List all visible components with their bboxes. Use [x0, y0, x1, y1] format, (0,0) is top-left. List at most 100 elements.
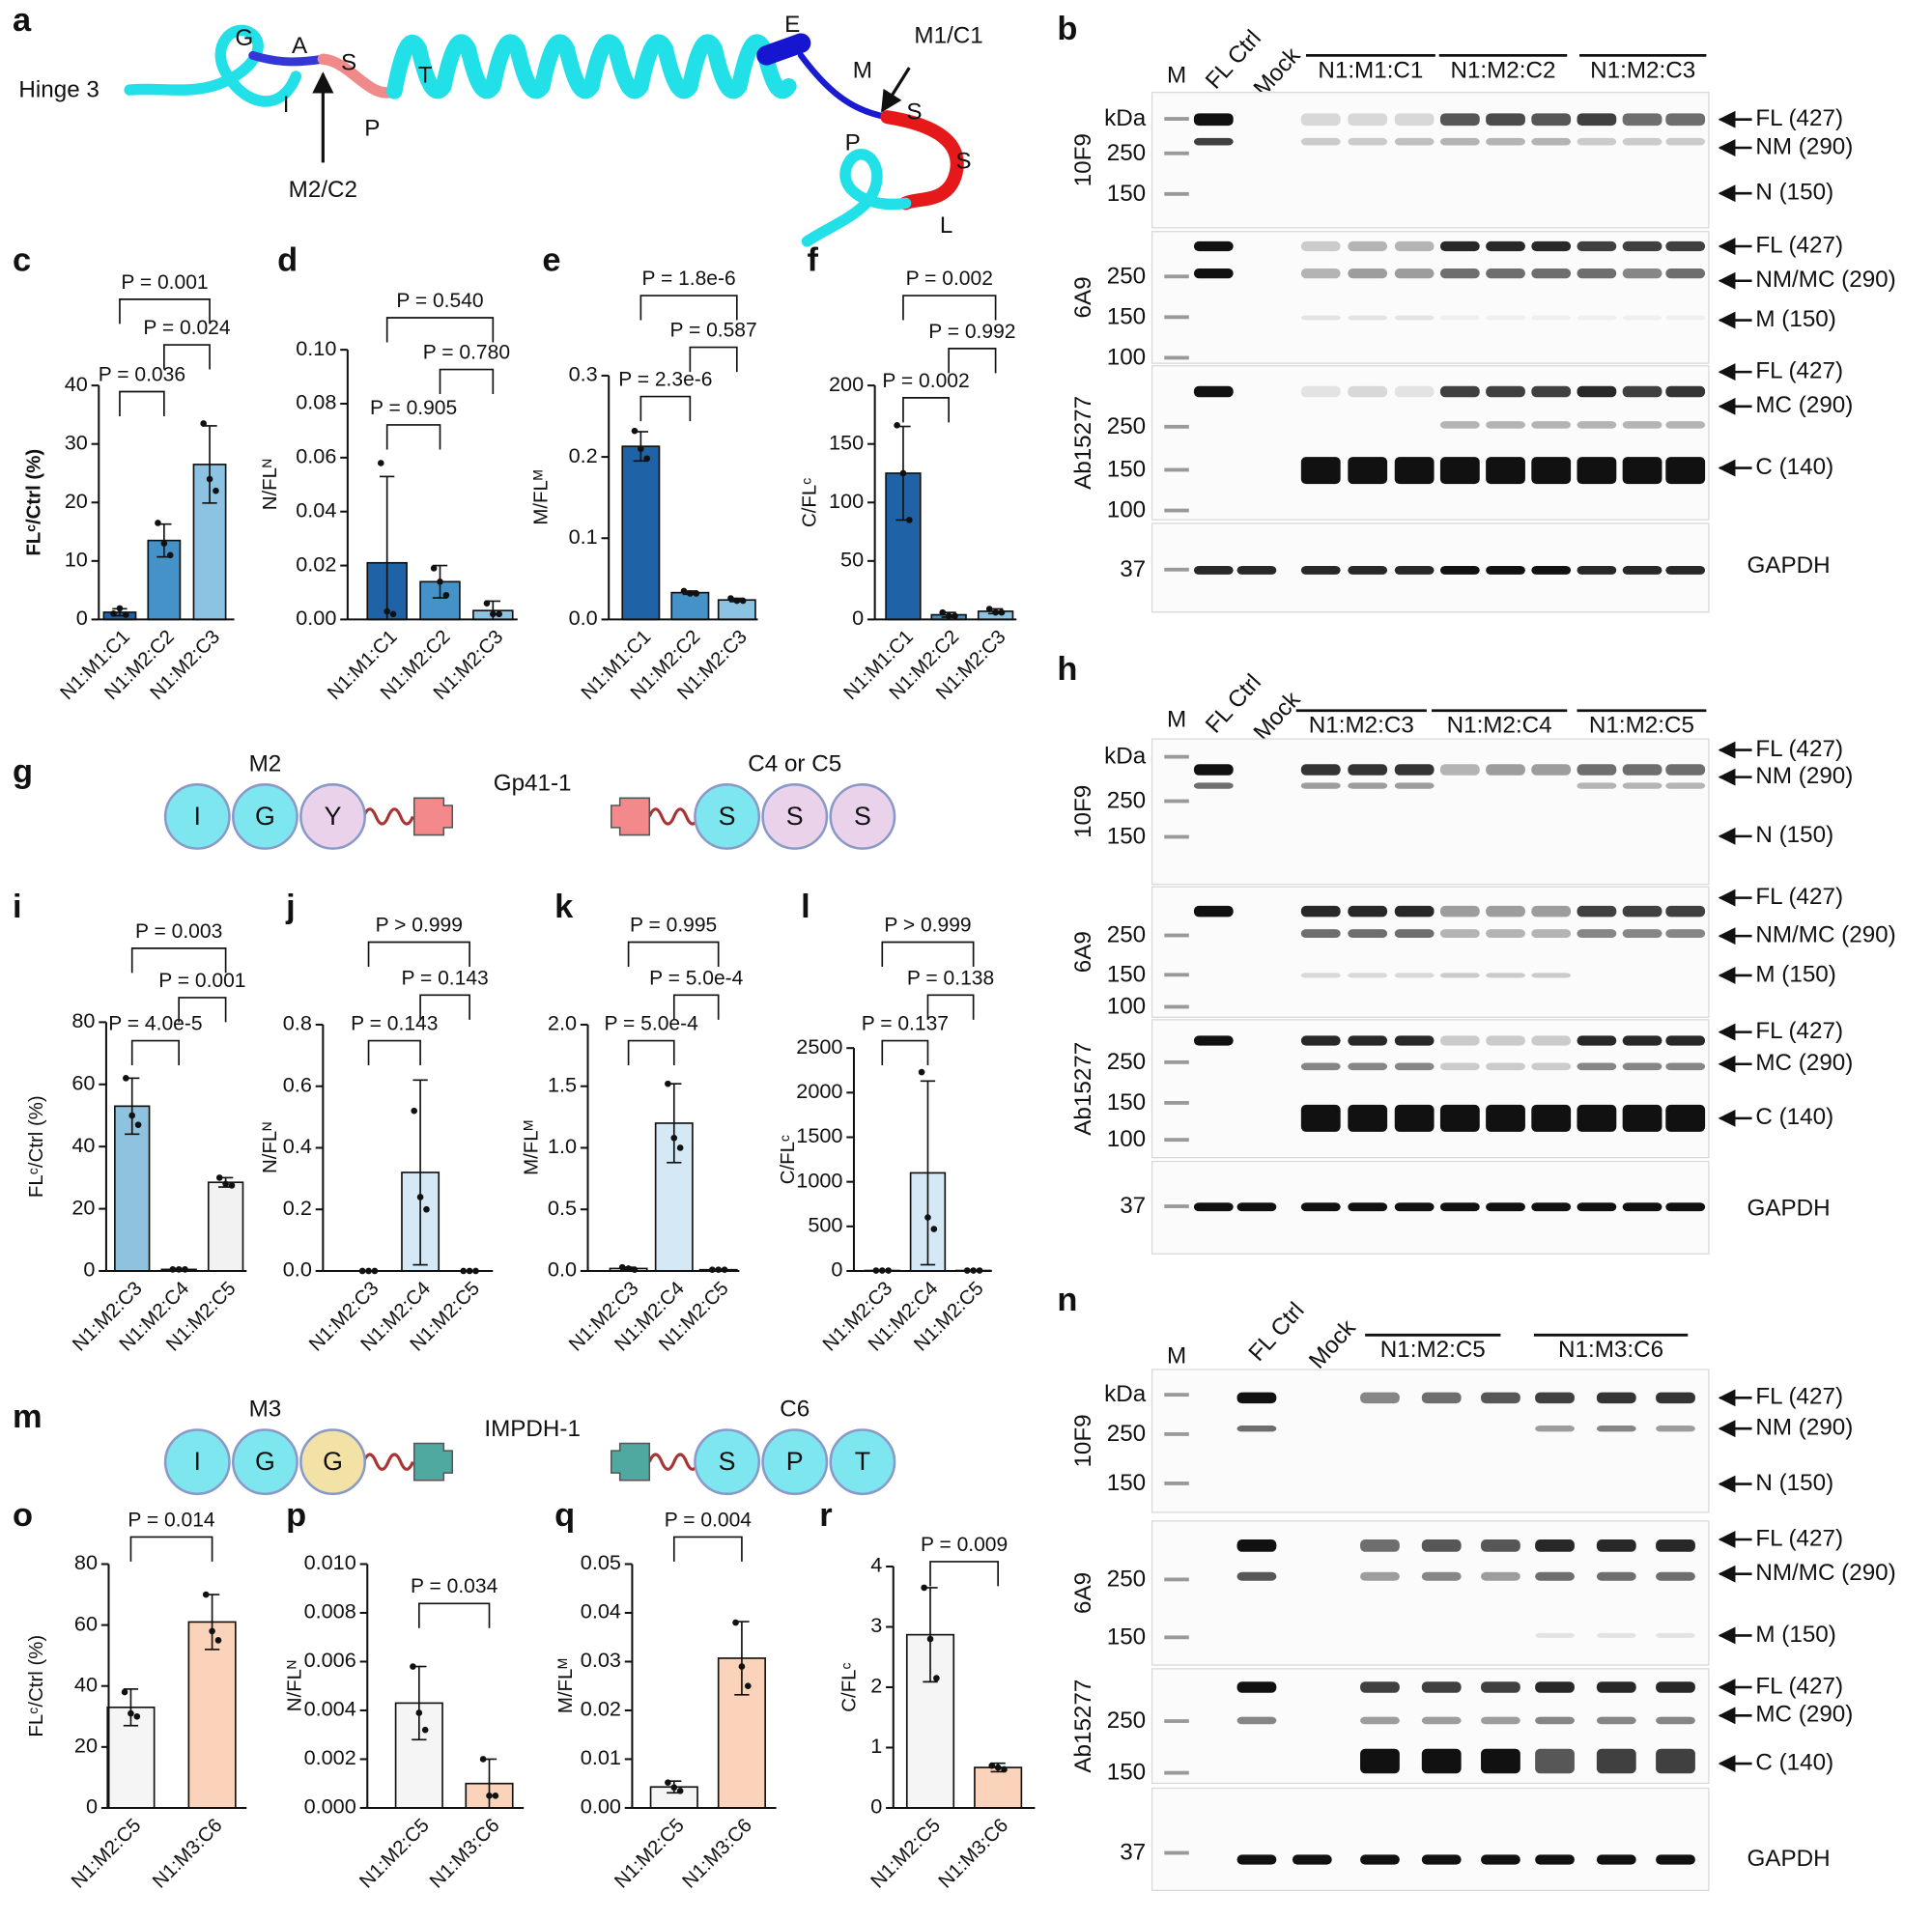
band [1577, 565, 1617, 575]
residue-letter: P [786, 1447, 804, 1476]
band [1360, 1571, 1400, 1581]
y-tick-label: 20 [65, 489, 88, 513]
data-point [490, 610, 497, 618]
band [1300, 385, 1341, 398]
y-tick-label: 0.000 [304, 1794, 356, 1819]
band-label: FL (427) [1755, 1384, 1843, 1410]
band [1486, 315, 1525, 321]
band [1394, 905, 1435, 918]
panel-label: d [277, 242, 298, 279]
y-axis-label: N/FLᴺ [260, 1122, 281, 1173]
y-axis-label: FLᶜ/Ctrl (%) [26, 1635, 47, 1737]
band [1439, 1062, 1480, 1071]
panel-label: p [286, 1497, 306, 1534]
band [1486, 240, 1525, 252]
data-point [618, 1263, 626, 1271]
data-point [209, 1627, 215, 1635]
band-label: NM/MC (290) [1755, 1560, 1895, 1586]
data-point [638, 445, 644, 452]
band [1622, 1062, 1662, 1071]
p-value: P = 5.0e-4 [605, 1013, 699, 1035]
band [1577, 1062, 1617, 1071]
panel-label: m [13, 1398, 43, 1435]
band [1577, 268, 1617, 279]
data-point [708, 1266, 716, 1274]
marker-label: 100 [1107, 993, 1146, 1019]
data-point [985, 606, 993, 612]
data-point [213, 487, 219, 494]
marker-label: 150 [1107, 961, 1146, 987]
band [1531, 315, 1572, 321]
band-label: M (150) [1755, 306, 1835, 332]
y-tick-label: 0.10 [296, 336, 336, 360]
band [1622, 565, 1662, 575]
panel-label: f [808, 242, 819, 279]
band [1348, 973, 1388, 978]
band [1577, 137, 1617, 146]
band [1193, 268, 1234, 279]
band [1193, 385, 1234, 398]
band [1394, 929, 1435, 939]
data-point [631, 1266, 639, 1274]
band [1665, 764, 1706, 776]
data-point [643, 455, 651, 463]
band [1486, 137, 1525, 146]
y-tick-label: 0.03 [581, 1648, 621, 1672]
ladder-band [1164, 567, 1189, 572]
p-value: P = 0.995 [630, 914, 717, 936]
residue [761, 1428, 829, 1496]
band [1300, 905, 1341, 918]
data-point [926, 1635, 934, 1643]
band [1421, 1392, 1462, 1404]
ribbon [386, 34, 797, 99]
construct-label: C4 or C5 [748, 750, 841, 776]
bar [187, 1621, 237, 1809]
band [1300, 764, 1341, 776]
error-bar [412, 1079, 428, 1266]
residue [299, 1428, 366, 1496]
y-tick-label: 0 [870, 1794, 882, 1819]
residue-label: I [283, 92, 290, 118]
ladder-band [1164, 1850, 1189, 1855]
band [1596, 1426, 1636, 1432]
y-axis-label: C/FLᶜ [778, 1135, 799, 1184]
p-value: P = 4.0e-5 [108, 1013, 202, 1035]
y-tick-label: 0.04 [581, 1599, 621, 1624]
band [1300, 565, 1341, 575]
data-point [421, 1726, 429, 1734]
band [1421, 1571, 1462, 1581]
blot-strip [1151, 1787, 1710, 1892]
significance-bracket [417, 1602, 491, 1628]
y-tick-label: 80 [74, 1550, 98, 1574]
split-intein [610, 797, 651, 836]
site-arrow [880, 67, 911, 113]
ladder-band [1164, 1482, 1189, 1485]
band-label: N (150) [1755, 1470, 1833, 1496]
y-axis-label: M/FLᴹ [555, 1658, 577, 1713]
band [1577, 905, 1617, 918]
group-label: N1:M2:C3 [1590, 57, 1695, 83]
band [1622, 315, 1662, 321]
residue-label: E [784, 12, 800, 38]
band [1348, 457, 1388, 485]
band [1193, 565, 1234, 575]
band [1236, 1571, 1277, 1581]
band [1656, 1748, 1695, 1774]
p-value: P = 0.780 [423, 342, 510, 364]
significance-bracket [385, 317, 495, 343]
ribbon [124, 24, 302, 107]
significance-bracket [689, 346, 738, 373]
data-point [442, 591, 450, 599]
band [1481, 1539, 1520, 1552]
ladder-band [1164, 1004, 1189, 1009]
band [1394, 457, 1435, 485]
residue-letter: S [786, 802, 804, 831]
marker-label: 250 [1107, 263, 1146, 289]
band [1596, 1748, 1636, 1774]
panel-label: h [1057, 651, 1077, 688]
band [1486, 929, 1525, 939]
y-tick-label: 0.06 [296, 444, 336, 468]
y-tick-label: 0.8 [283, 1011, 312, 1035]
ladder-band [1164, 933, 1189, 938]
band [1596, 1716, 1636, 1725]
